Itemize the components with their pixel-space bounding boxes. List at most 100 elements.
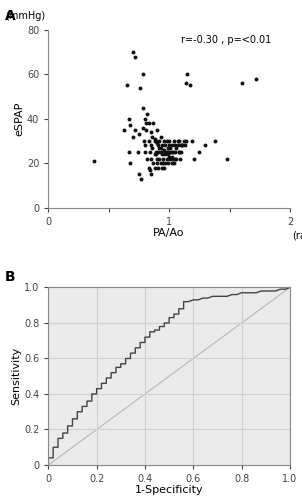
Point: [140, 104, 145, 112]
Point: [168, 154, 173, 162]
Point: [149, 170, 153, 178]
Point: [140, 70, 145, 78]
Point: [162, 148, 167, 156]
Point: [179, 142, 184, 150]
Point: [170, 154, 175, 162]
Point: [169, 142, 174, 150]
Point: [225, 154, 230, 162]
Point: [167, 142, 172, 150]
Point: [165, 148, 170, 156]
Point: [143, 148, 147, 156]
X-axis label: 1-Specificity: 1-Specificity: [135, 486, 204, 496]
Point: [161, 159, 165, 167]
Point: [158, 132, 163, 140]
Point: [173, 142, 178, 150]
Point: [147, 148, 152, 156]
Point: [176, 137, 181, 145]
Point: [141, 137, 146, 145]
Point: [137, 170, 141, 178]
X-axis label: PA/Ao: PA/Ao: [153, 228, 185, 238]
Point: [213, 137, 217, 145]
Point: [151, 159, 156, 167]
Point: [192, 154, 197, 162]
Point: [147, 166, 152, 174]
Point: [156, 164, 161, 172]
Point: [169, 159, 174, 167]
Point: [155, 126, 159, 134]
Point: [133, 52, 138, 60]
Point: [165, 159, 170, 167]
Point: [149, 142, 153, 150]
Point: [190, 137, 194, 145]
Point: [130, 48, 135, 56]
Text: r=-0.30 , p=<0.01: r=-0.30 , p=<0.01: [181, 36, 271, 46]
Point: [146, 164, 151, 172]
Point: [128, 122, 133, 130]
Point: [155, 139, 159, 147]
Point: [158, 148, 163, 156]
Point: [197, 148, 202, 156]
Point: [157, 137, 162, 145]
Point: [150, 132, 155, 140]
Point: [254, 75, 259, 83]
Point: [173, 148, 178, 156]
Point: [187, 82, 192, 90]
Point: [130, 132, 135, 140]
Point: [175, 137, 180, 145]
Point: [159, 142, 164, 150]
Text: (mmHg): (mmHg): [5, 11, 45, 21]
Point: [137, 130, 141, 138]
Point: [143, 115, 147, 123]
Point: [173, 154, 178, 162]
Point: [153, 148, 158, 156]
Point: [174, 154, 179, 162]
Point: [127, 115, 132, 123]
Point: [161, 154, 165, 162]
Point: [128, 159, 133, 167]
Point: [163, 142, 168, 150]
Point: [164, 148, 169, 156]
Point: [156, 142, 161, 150]
Point: [152, 134, 157, 143]
Point: [181, 137, 186, 145]
Point: [164, 137, 169, 145]
Point: [156, 148, 161, 156]
Point: [165, 150, 170, 158]
Text: B: B: [5, 270, 15, 283]
Point: [140, 124, 145, 132]
Point: [169, 148, 174, 156]
Point: [168, 144, 173, 152]
Point: [185, 70, 190, 78]
Point: [149, 128, 153, 136]
Point: [158, 159, 163, 167]
Point: [175, 142, 180, 150]
Point: [163, 150, 168, 158]
Point: [155, 154, 159, 162]
Point: [159, 164, 164, 172]
Point: [184, 137, 188, 145]
Point: [153, 137, 158, 145]
Point: [164, 154, 169, 162]
Point: [158, 144, 163, 152]
Point: [152, 164, 157, 172]
Point: [150, 144, 155, 152]
Point: [152, 150, 157, 158]
Point: [167, 137, 172, 145]
Point: [144, 119, 149, 127]
Point: [170, 148, 175, 156]
Point: [144, 126, 149, 134]
Point: [157, 144, 162, 152]
Point: [184, 80, 188, 88]
Point: [139, 174, 144, 182]
Text: (ratio): (ratio): [292, 230, 302, 240]
Point: [203, 142, 208, 150]
Point: [122, 126, 127, 134]
Point: [172, 159, 176, 167]
Point: [168, 148, 173, 156]
Point: [176, 148, 181, 156]
Point: [135, 148, 140, 156]
Text: A: A: [5, 8, 16, 22]
Point: [162, 137, 167, 145]
Point: [151, 119, 156, 127]
Point: [92, 157, 97, 165]
